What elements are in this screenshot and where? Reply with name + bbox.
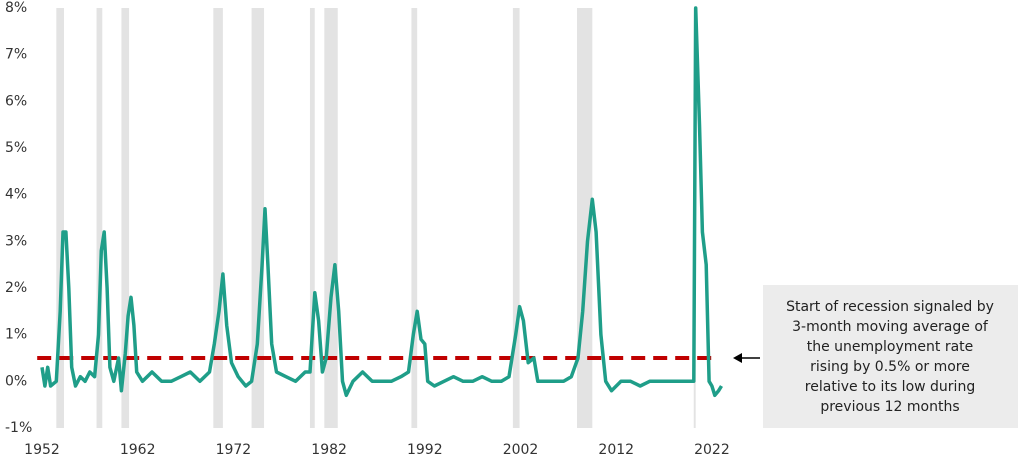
- recession-band: [56, 8, 64, 428]
- y-tick-label: 6%: [5, 93, 27, 109]
- y-tick-label: 4%: [5, 187, 27, 203]
- recession-band: [309, 8, 315, 428]
- y-tick-label: 8%: [5, 0, 27, 16]
- y-tick-label: 2%: [5, 280, 27, 296]
- annotation-text: relative to its low during: [805, 379, 975, 395]
- x-tick-label: 1952: [24, 442, 60, 457]
- x-tick-label: 1972: [216, 442, 252, 457]
- y-tick-label: 0%: [5, 373, 27, 389]
- recession-band: [121, 8, 130, 428]
- x-tick-label: 1962: [120, 442, 156, 457]
- recession-band: [213, 8, 223, 428]
- annotation-box: [763, 285, 1018, 428]
- y-tick-label: 3%: [5, 233, 27, 249]
- x-tick-label: 1982: [311, 442, 347, 457]
- recession-band: [251, 8, 265, 428]
- x-tick-label: 1992: [407, 442, 443, 457]
- y-tick-label: 7%: [5, 47, 27, 63]
- series-line: [40, 6, 723, 398]
- annotation-text: rising by 0.5% or more: [810, 359, 970, 375]
- x-tick-label: 2012: [598, 442, 634, 457]
- y-tick-label: 1%: [5, 327, 27, 343]
- recession-band: [324, 8, 338, 428]
- annotation-text: Start of recession signaled by: [786, 299, 994, 315]
- y-tick-label: 5%: [5, 140, 27, 156]
- recession-band: [96, 8, 103, 428]
- recession-band: [512, 8, 520, 428]
- annotation-text: previous 12 months: [820, 399, 959, 415]
- x-tick-label: 2022: [694, 442, 730, 457]
- annotation-text: 3-month moving average of: [792, 319, 989, 335]
- arrow-head: [733, 353, 742, 363]
- x-tick-label: 2002: [503, 442, 539, 457]
- y-tick-label: -1%: [5, 420, 32, 436]
- annotation-text: the unemployment rate: [807, 339, 974, 355]
- recession-band: [411, 8, 418, 428]
